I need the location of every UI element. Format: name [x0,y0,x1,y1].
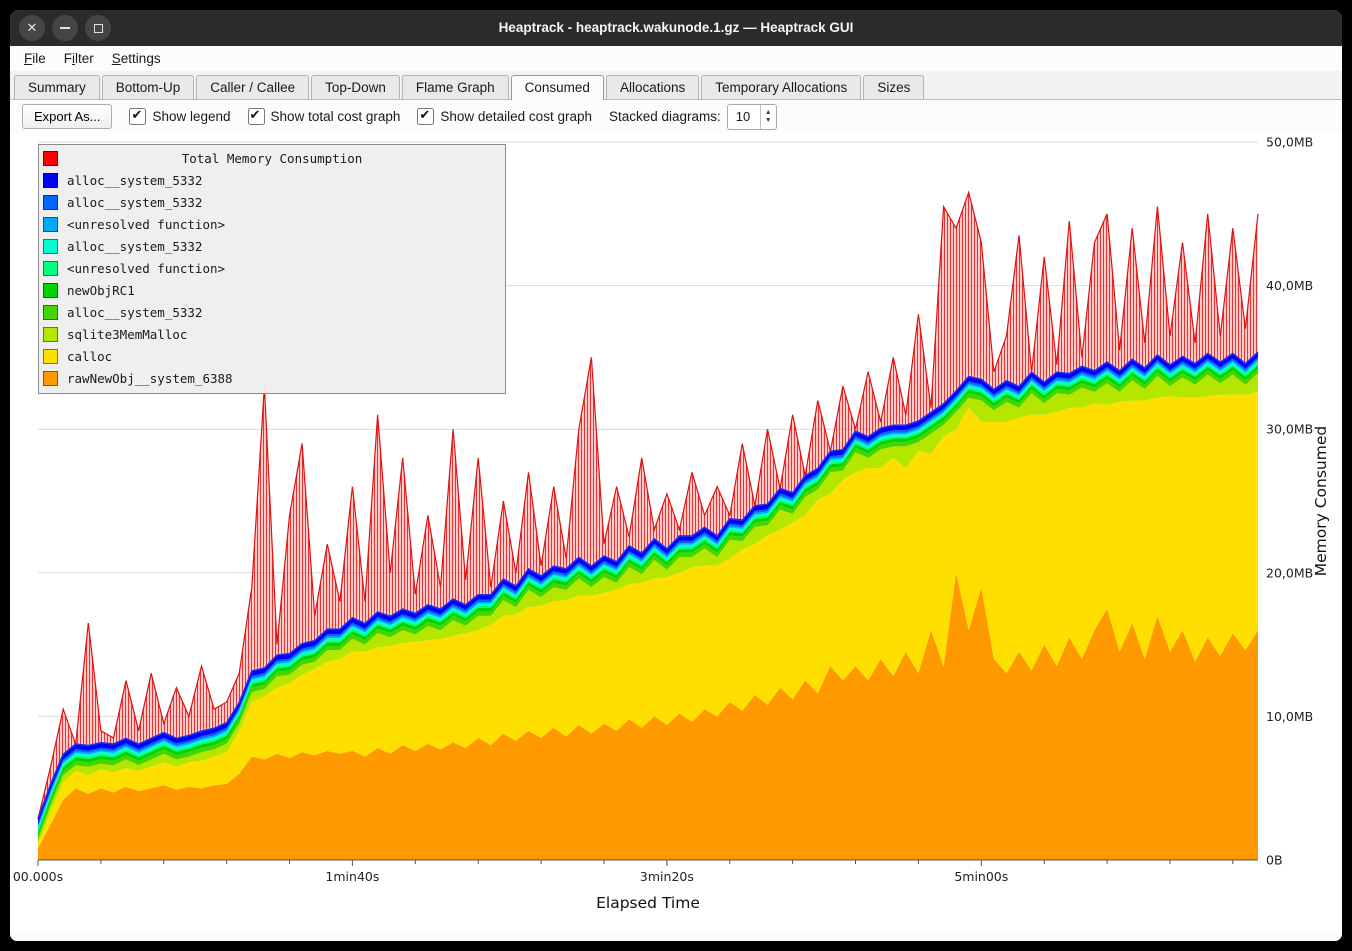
menu-item-file[interactable]: File [15,49,55,68]
legend-swatch [43,283,58,298]
legend-swatch [43,239,58,254]
export-as-button[interactable]: Export As... [22,104,112,129]
legend-label: <unresolved function> [67,261,225,276]
check-icon: ✔ [250,107,261,123]
legend-swatch [43,173,58,188]
tab-caller-callee[interactable]: Caller / Callee [196,75,309,99]
legend-swatch [43,261,58,276]
y-tick-label: 20,0MB [1266,565,1313,580]
screen: ✕ Heaptrack - heaptrack.wakunode.1.gz — … [0,0,1352,951]
legend-item: <unresolved function> [39,257,505,279]
legend-label: alloc__system_5332 [67,305,202,320]
legend-swatch [43,349,58,364]
check-icon: ✔ [131,107,142,123]
y-tick-label: 0B [1266,853,1283,868]
tab-sizes[interactable]: Sizes [863,75,924,99]
legend-item: alloc__system_5332 [39,301,505,323]
check-icon: ✔ [419,107,430,123]
tab-consumed[interactable]: Consumed [511,75,604,100]
legend-item: alloc__system_5332 [39,169,505,191]
legend-title: Total Memory Consumption [39,151,505,166]
legend-swatch [43,195,58,210]
checkbox-box[interactable]: ✔ [417,108,434,125]
stacked-diagrams-spinbox[interactable]: 10 ▲ ▼ [727,104,777,130]
legend-label: calloc [67,349,112,364]
checkbox-show-total-cost-graph[interactable]: ✔ Show total cost graph [248,108,401,125]
y-tick-label: 30,0MB [1266,422,1313,437]
y-tick-label: 10,0MB [1266,709,1313,724]
x-tick-label: 00.000s [13,869,63,884]
stacked-diagrams-value[interactable]: 10 [728,105,760,129]
legend-item: rawNewObj__system_6388 [39,367,505,389]
chart-legend: Total Memory Consumption alloc__system_53… [38,144,506,394]
checkbox-label: Show total cost graph [271,109,401,124]
y-tick-label: 50,0MB [1266,135,1313,150]
checkbox-show-detailed-cost-graph[interactable]: ✔ Show detailed cost graph [417,108,592,125]
legend-label: sqlite3MemMalloc [67,327,187,342]
tab-temporary-allocations[interactable]: Temporary Allocations [701,75,861,99]
tab-top-down[interactable]: Top-Down [311,75,400,99]
x-tick-label: 1min40s [325,869,379,884]
checkbox-show-legend[interactable]: ✔ Show legend [129,108,230,125]
x-axis-title: Elapsed Time [596,894,700,912]
legend-swatch [43,217,58,232]
spin-up-button[interactable]: ▲ [765,109,772,116]
checkbox-label: Show legend [152,109,230,124]
legend-item: alloc__system_5332 [39,191,505,213]
menu-item-filter[interactable]: Filter [55,49,103,68]
legend-item: alloc__system_5332 [39,235,505,257]
titlebar: ✕ Heaptrack - heaptrack.wakunode.1.gz — … [10,10,1342,46]
toolbar: Export As... ✔ Show legend ✔ Show total cos… [10,100,1342,133]
tab-summary[interactable]: Summary [14,75,100,99]
legend-swatch [43,371,58,386]
legend-swatch [43,305,58,320]
checkbox-group: ✔ Show legend ✔ Show total cost graph ✔ Show … [129,108,592,125]
legend-item: newObjRC1 [39,279,505,301]
y-tick-label: 40,0MB [1266,278,1313,293]
tab-bar: SummaryBottom-UpCaller / CalleeTop-DownF… [10,71,1342,100]
x-tick-label: 5min00s [954,869,1008,884]
window-title: Heaptrack - heaptrack.wakunode.1.gz — He… [10,10,1342,46]
checkbox-label: Show detailed cost graph [440,109,592,124]
legend-swatch [43,327,58,342]
legend-label: alloc__system_5332 [67,195,202,210]
legend-label: newObjRC1 [67,283,135,298]
legend-label: rawNewObj__system_6388 [67,371,233,386]
legend-item: Total Memory Consumption [39,147,505,169]
stacked-diagrams-control: Stacked diagrams: 10 ▲ ▼ [609,104,777,130]
legend-label: alloc__system_5332 [67,239,202,254]
heaptrack-window: ✕ Heaptrack - heaptrack.wakunode.1.gz — … [10,10,1342,941]
tab-bottom-up[interactable]: Bottom-Up [102,75,195,99]
tab-flame-graph[interactable]: Flame Graph [402,75,509,99]
legend-item: sqlite3MemMalloc [39,323,505,345]
chart-area[interactable]: 00.000s 1min40s 3min20s 5min00s 0B 10,0MB 20,0… [10,133,1342,932]
legend-label: alloc__system_5332 [67,173,202,188]
y-axis-title: Memory Consumed [1312,426,1330,576]
spin-down-button[interactable]: ▼ [765,117,772,124]
legend-item: calloc [39,345,505,367]
legend-label: <unresolved function> [67,217,225,232]
menu-item-settings[interactable]: Settings [103,49,170,68]
stacked-diagrams-label: Stacked diagrams: [609,109,721,124]
checkbox-box[interactable]: ✔ [129,108,146,125]
menu-bar: FileFilterSettings [10,46,1342,71]
legend-item: <unresolved function> [39,213,505,235]
tab-allocations[interactable]: Allocations [606,75,699,99]
x-tick-label: 3min20s [640,869,694,884]
checkbox-box[interactable]: ✔ [248,108,265,125]
spin-buttons: ▲ ▼ [760,105,776,129]
